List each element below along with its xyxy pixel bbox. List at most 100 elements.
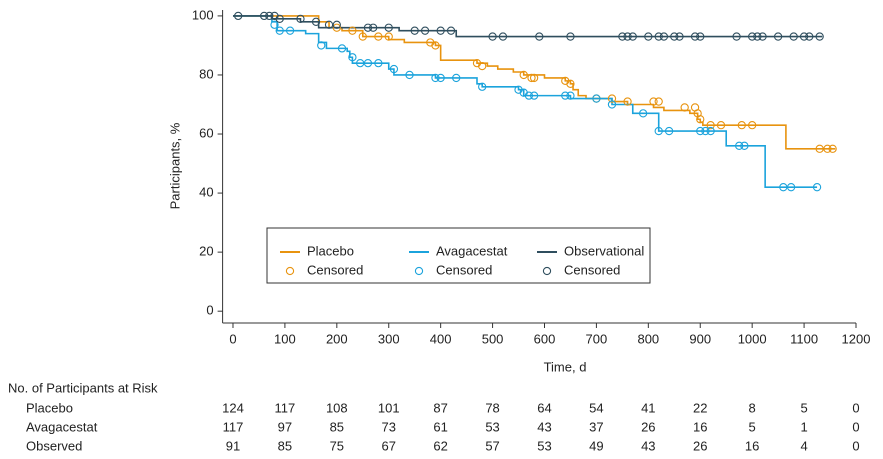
censored-marker [623,97,632,106]
censored-marker [324,20,334,29]
censored-marker [431,73,440,83]
y-axis-title: Participants, % [167,122,182,209]
censored-marker [436,73,445,83]
censored-marker [363,59,373,68]
censored-marker [607,100,617,109]
censored-marker [311,17,321,26]
risk-value: 49 [589,438,603,453]
censored-marker [488,32,497,41]
censored-marker [675,32,684,41]
censored-marker [649,97,658,106]
censored-marker [529,73,539,83]
risk-value: 22 [693,400,707,415]
censored-marker [270,20,279,29]
x-axis-title: Time, d [544,359,587,374]
risk-value: 108 [326,400,348,415]
x-tick-label: 800 [637,331,659,346]
censored-marker [607,94,617,103]
y-tick-label: 0 [206,303,213,318]
x-tick-label: 0 [229,331,236,346]
censored-marker [753,32,762,41]
risk-row-label: Avagacestat [26,419,98,434]
x-tick-label: 1200 [842,331,871,346]
censored-marker [758,32,767,41]
censored-marker [259,11,269,21]
risk-value: 53 [485,419,499,434]
risk-value: 67 [382,438,396,453]
censored-marker [348,53,357,62]
risk-value: 5 [749,419,756,434]
risk-value: 97 [278,419,292,434]
censored-marker [812,183,822,192]
risk-value: 62 [433,438,447,453]
risk-value: 101 [378,400,400,415]
legend-box [266,227,651,284]
risk-value: 5 [800,400,807,415]
risk-row-label: Placebo [26,400,73,415]
censored-marker [828,144,837,153]
censored-marker [805,32,814,41]
risk-value: 124 [222,400,244,415]
risk-value: 16 [693,419,707,434]
censored-marker [748,121,757,130]
censored-marker [535,32,544,41]
censored-marker [317,41,326,50]
censored-marker [773,32,783,41]
risk-value: 0 [852,419,859,434]
censored-marker [701,126,710,136]
survival-line [232,15,818,188]
legend-label: Censored [564,262,620,277]
censored-marker [265,11,274,21]
censored-marker [369,23,378,32]
risk-value: 43 [537,419,551,434]
censored-marker [696,32,705,41]
risk-table-title: No. of Participants at Risk [8,380,158,395]
censored-marker [561,91,570,100]
survival-line [232,15,836,150]
censored-marker [566,32,575,41]
x-tick-label: 900 [689,331,711,346]
y-tick-label: 60 [199,125,213,140]
censored-marker [623,32,632,41]
censored-marker [332,23,341,32]
legend-label: Censored [307,262,363,277]
risk-value: 85 [330,419,344,434]
censored-marker [799,32,809,41]
risk-row-label: Observed [26,438,82,453]
censored-marker [332,20,341,29]
censored-marker [566,91,575,100]
risk-value: 64 [537,400,551,415]
censored-marker [779,183,788,192]
risk-value: 1 [800,419,807,434]
y-tick-label: 20 [199,244,213,259]
censored-marker [374,59,383,68]
legend-label: Observational [564,243,644,258]
censored-marker [706,121,715,130]
censored-marker [786,183,796,192]
risk-value: 117 [223,419,244,434]
censored-marker [358,32,367,41]
censored-marker [638,109,648,118]
legend-label: Avagacestat [436,243,508,258]
risk-value: 73 [382,419,396,434]
censored-marker [696,115,705,124]
x-tick-label: 300 [378,331,400,346]
censored-marker [628,32,637,41]
censored-marker [405,70,414,80]
x-tick-label: 600 [534,331,556,346]
risk-value: 43 [641,438,655,453]
censored-marker [275,14,284,24]
x-tick-label: 100 [274,331,296,346]
censored-marker [275,26,284,35]
censored-marker [740,141,749,150]
censored-marker [498,32,508,41]
censored-marker [519,70,528,80]
censored-marker [285,26,295,35]
x-tick-label: 200 [326,331,348,346]
censored-marker [348,26,357,35]
risk-value: 26 [693,438,707,453]
censored-marker [363,23,373,32]
censored-marker [436,26,445,35]
censored-marker [618,32,627,41]
